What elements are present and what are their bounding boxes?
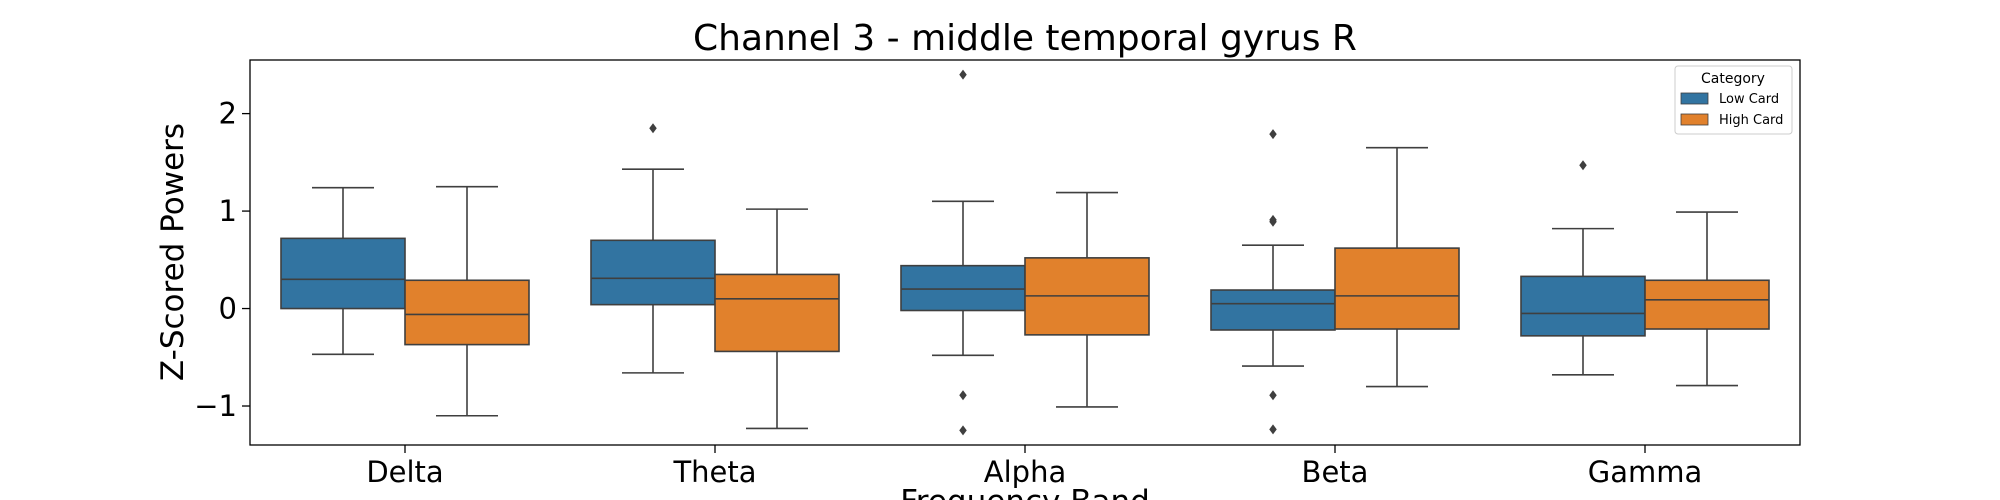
- iqr-box: [280, 237, 406, 310]
- y-tick-label: 2: [219, 97, 237, 131]
- iqr-box: [1210, 289, 1336, 331]
- outlier-point: [1269, 424, 1277, 435]
- box-high-card-delta: [404, 185, 530, 417]
- iqr-box: [590, 239, 716, 306]
- y-tick-label: 0: [219, 292, 237, 326]
- box-low-card-beta: [1210, 129, 1336, 435]
- iqr-box: [900, 264, 1026, 312]
- box-high-card-beta: [1334, 146, 1460, 388]
- plot-frame: [249, 59, 1801, 446]
- outlier-point: [1269, 390, 1277, 401]
- iqr-box: [1520, 275, 1646, 337]
- box-low-card-gamma: [1520, 160, 1646, 376]
- y-tick-label: −1: [194, 389, 237, 423]
- iqr-box: [714, 273, 840, 353]
- legend-label-low-card: Low Card: [1719, 92, 1779, 107]
- legend-swatch-low-card: [1680, 92, 1709, 105]
- legend: Category Low Card High Card: [1674, 65, 1793, 135]
- box-high-card-gamma: [1644, 211, 1770, 387]
- iqr-box: [1644, 279, 1770, 330]
- outlier-point: [1269, 216, 1277, 227]
- outlier-point: [649, 123, 657, 134]
- box-high-card-theta: [714, 208, 840, 430]
- iqr-box: [404, 279, 530, 346]
- box-high-card-alpha: [1024, 191, 1150, 408]
- legend-label-high-card: High Card: [1719, 113, 1783, 128]
- x-tick-label: Delta: [366, 455, 443, 489]
- x-tick-label: Gamma: [1588, 455, 1703, 489]
- box-low-card-alpha: [900, 69, 1026, 436]
- box-low-card-theta: [590, 123, 716, 374]
- outlier-point: [1269, 129, 1277, 140]
- box-low-card-delta: [280, 186, 406, 356]
- y-axis: −1 0 1 2: [194, 97, 250, 423]
- outlier-point: [959, 390, 967, 401]
- x-tick-label: Beta: [1302, 455, 1369, 489]
- box-series: [280, 69, 1770, 436]
- iqr-box: [1334, 247, 1460, 330]
- y-axis-label: Z-Scored Powers: [155, 123, 191, 381]
- outlier-point: [1579, 160, 1587, 171]
- outlier-point: [959, 69, 967, 80]
- chart-title: Channel 3 - middle temporal gyrus R: [693, 18, 1357, 59]
- x-axis: Delta Theta Alpha Beta Gamma: [366, 445, 1702, 489]
- y-tick-label: 1: [219, 194, 237, 228]
- x-tick-label: Theta: [672, 455, 756, 489]
- outlier-point: [959, 425, 967, 436]
- legend-title: Category: [1701, 71, 1765, 87]
- x-axis-label: Frequency Band: [900, 484, 1150, 500]
- x-tick-label: Alpha: [984, 455, 1066, 489]
- legend-swatch-high-card: [1680, 113, 1709, 126]
